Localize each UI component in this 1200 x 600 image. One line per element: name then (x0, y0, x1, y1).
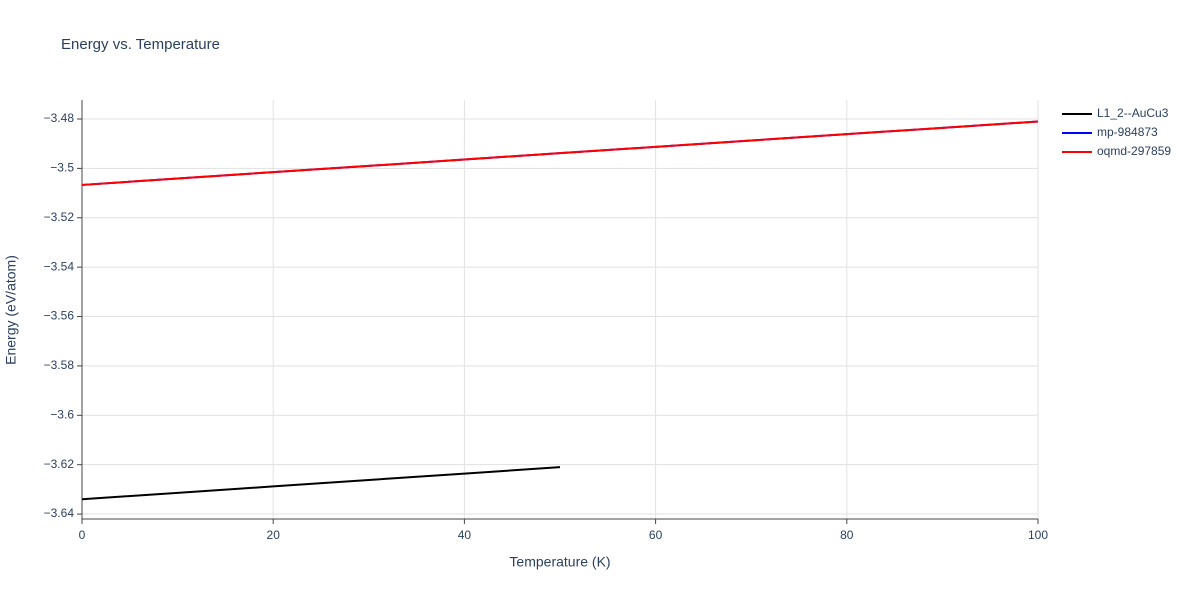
legend-label: oqmd-297859 (1097, 144, 1171, 158)
y-axis-label: Energy (eV/atom) (3, 255, 19, 365)
x-tick-label: 80 (840, 528, 854, 542)
y-tick-label: −3.58 (44, 358, 75, 372)
y-tick-label: −3.6 (50, 407, 74, 421)
series-line (81, 466, 561, 501)
legend-label: L1_2--AuCu3 (1097, 106, 1169, 120)
y-tick-label: −3.56 (44, 309, 75, 323)
x-axis-label: Temperature (K) (509, 554, 610, 570)
y-tick-label: −3.52 (44, 210, 75, 224)
y-tick-label: −3.62 (44, 457, 75, 471)
y-tick-label: −3.5 (50, 161, 74, 175)
chart-title: Energy vs. Temperature (61, 36, 220, 53)
x-tick-label: 60 (649, 528, 663, 542)
legend-label: mp-984873 (1097, 125, 1158, 139)
x-tick-label: 20 (267, 528, 281, 542)
x-tick-label: 0 (79, 528, 86, 542)
x-tick-label: 100 (1028, 528, 1048, 542)
y-tick-label: −3.54 (44, 259, 75, 273)
y-tick-label: −3.48 (44, 111, 75, 125)
series-line (81, 120, 1039, 186)
y-tick-label: −3.64 (44, 506, 75, 520)
x-tick-label: 40 (458, 528, 472, 542)
